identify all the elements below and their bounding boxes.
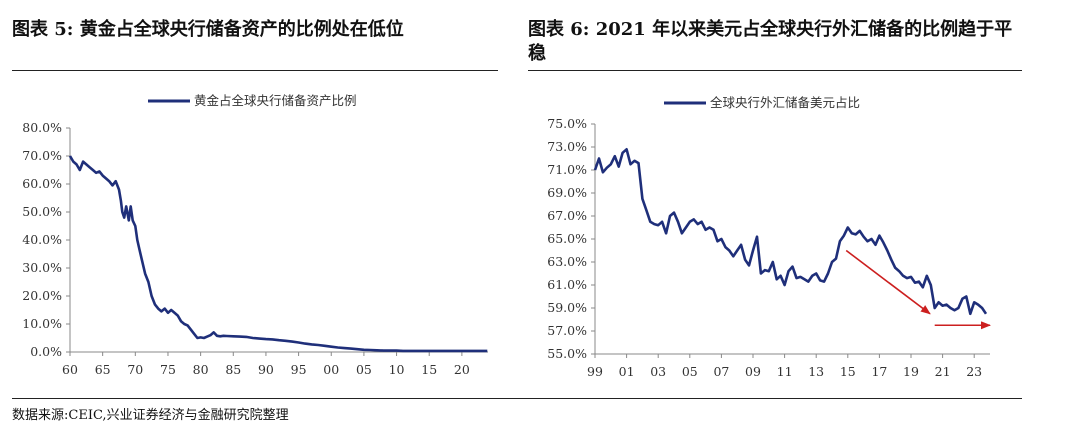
x-tick-label: 60 — [62, 362, 78, 377]
y-tick-label: 0.0% — [30, 344, 62, 359]
x-tick-label: 99 — [587, 364, 603, 379]
y-tick-label: 80.0% — [22, 120, 62, 135]
y-tick-label: 57.0% — [547, 323, 587, 338]
x-tick-label: 19 — [903, 364, 919, 379]
y-tick-label: 73.0% — [547, 139, 587, 154]
footer-rule — [12, 398, 1022, 399]
x-tick-label: 85 — [225, 362, 241, 377]
x-tick-label: 95 — [291, 362, 307, 377]
series-line — [68, 155, 488, 353]
y-tick-label: 67.0% — [547, 208, 587, 223]
usd-share-chart: 全球央行外汇储备美元占比 55.0% 57.0% 59.0% 61.0% 63.0% 65… — [547, 95, 991, 379]
x-tick-label: 15 — [840, 364, 856, 379]
y-tick-label: 65.0% — [547, 231, 587, 246]
x-tick-label: 07 — [713, 364, 729, 379]
gold-share-chart: 黄金占全球央行储备资产比例 0.0% 10.0% 20.0% 30.0% 40.0% 50… — [22, 93, 488, 377]
x-tick-label: 75 — [160, 362, 176, 377]
x-tick-label: 15 — [421, 362, 437, 377]
x-tick-label: 23 — [966, 364, 982, 379]
x-tick-label: 80 — [193, 362, 209, 377]
data-source-note: 数据来源:CEIC,兴业证券经济与金融研究院整理 — [12, 408, 289, 423]
y-tick-label: 30.0% — [22, 260, 62, 275]
x-tick-label: 11 — [777, 364, 793, 379]
series-line — [593, 148, 988, 316]
x-tick-label: 20 — [454, 362, 470, 377]
x-tick-label: 21 — [935, 364, 951, 379]
y-tick-label: 20.0% — [22, 288, 62, 303]
left-title-rule — [12, 70, 498, 71]
y-tick-label: 55.0% — [547, 346, 587, 361]
x-tick-label: 10 — [389, 362, 405, 377]
x-tick-label: 01 — [619, 364, 635, 379]
legend-label: 黄金占全球央行储备资产比例 — [194, 93, 357, 108]
legend-label: 全球央行外汇储备美元占比 — [710, 95, 860, 110]
y-tick-label: 63.0% — [547, 254, 587, 269]
x-tick-label: 09 — [745, 364, 761, 379]
x-tick-label: 70 — [127, 362, 143, 377]
right-chart-title: 图表 6: 2021 年以来美元占全球央行外汇储备的比例趋于平稳 — [528, 19, 1013, 64]
y-tick-label: 69.0% — [547, 185, 587, 200]
left-chart-title: 图表 5: 黄金占全球央行储备资产的比例处在低位 — [12, 19, 404, 40]
y-tick-label: 10.0% — [22, 316, 62, 331]
y-tick-label: 40.0% — [22, 232, 62, 247]
y-tick-label: 71.0% — [547, 162, 587, 177]
y-tick-label: 61.0% — [547, 277, 587, 292]
y-tick-label: 70.0% — [22, 148, 62, 163]
x-tick-label: 03 — [650, 364, 666, 379]
x-tick-label: 13 — [808, 364, 824, 379]
y-tick-label: 75.0% — [547, 116, 587, 131]
x-tick-label: 05 — [356, 362, 372, 377]
x-tick-label: 05 — [682, 364, 698, 379]
x-tick-label: 00 — [323, 362, 339, 377]
x-tick-label: 17 — [871, 364, 887, 379]
x-tick-label: 90 — [258, 362, 274, 377]
y-tick-label: 50.0% — [22, 204, 62, 219]
y-tick-label: 60.0% — [22, 176, 62, 191]
trend-arrow — [845, 249, 931, 315]
x-tick-label: 65 — [95, 362, 111, 377]
y-tick-label: 59.0% — [547, 300, 587, 315]
right-title-rule — [528, 70, 1022, 71]
